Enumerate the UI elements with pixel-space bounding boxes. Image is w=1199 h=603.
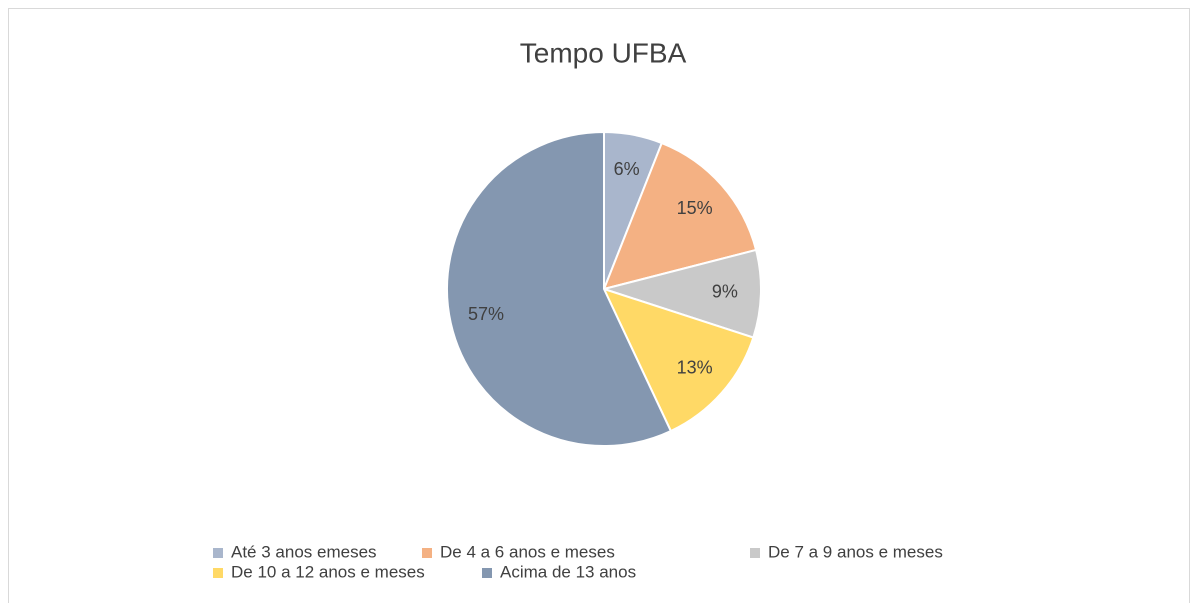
- legend-swatch: [482, 568, 492, 578]
- legend-label: Acima de 13 anos: [500, 562, 636, 581]
- legend-swatch: [750, 548, 760, 558]
- data-label: 13%: [677, 358, 713, 378]
- legend-swatch: [213, 568, 223, 578]
- data-label: 6%: [614, 159, 640, 179]
- data-label: 57%: [468, 304, 504, 324]
- pie-slice: [446, 130, 673, 447]
- legend-swatch: [422, 548, 432, 558]
- legend-swatch: [213, 548, 223, 558]
- pie-slice: [600, 248, 762, 339]
- legend-label: De 10 a 12 anos e meses: [231, 562, 425, 581]
- data-label: 9%: [712, 282, 738, 302]
- pie-slice: [602, 287, 755, 433]
- legend-label: De 7 a 9 anos e meses: [768, 542, 943, 561]
- legend-label: Até 3 anos emeses: [231, 542, 377, 561]
- data-label: 15%: [677, 198, 713, 218]
- chart-title: Tempo UFBA: [520, 37, 687, 68]
- pie-slice: [602, 141, 758, 291]
- legend-label: De 4 a 6 anos e meses: [440, 542, 615, 561]
